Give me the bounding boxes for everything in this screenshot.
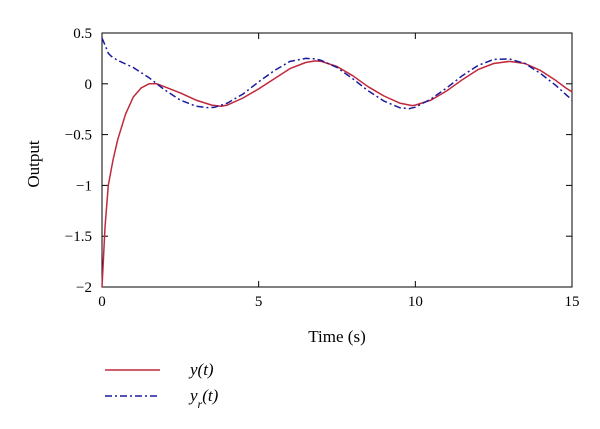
x-tick-label: 0 <box>98 294 106 310</box>
y-tick-label: −1 <box>76 178 92 194</box>
y-tick-label: 0.5 <box>73 26 92 42</box>
x-axis-label: Time (s) <box>308 327 365 346</box>
x-tick-label: 10 <box>408 294 423 310</box>
chart-legend: y(t) yr(t) <box>105 360 219 411</box>
y-axis-label: Output <box>24 140 43 188</box>
x-tick-label: 15 <box>565 294 580 310</box>
y-tick-label: 0 <box>85 77 93 93</box>
legend-label: y(t) <box>188 360 214 379</box>
y-tick-label: −2 <box>76 280 92 296</box>
x-tick-label: 5 <box>255 294 263 310</box>
legend-label: yr(t) <box>188 386 219 411</box>
chart-axes: 0 5 10 15 0.5 0 −0.5 −1 −1.5 −2 <box>65 26 580 310</box>
y-tick-label: −0.5 <box>65 128 92 144</box>
series-line-y-t- <box>101 60 573 288</box>
chart-series-layer <box>101 37 573 288</box>
plot-frame <box>101 32 573 288</box>
series-line-y-r-t- <box>101 37 573 110</box>
y-tick-label: −1.5 <box>65 229 92 245</box>
